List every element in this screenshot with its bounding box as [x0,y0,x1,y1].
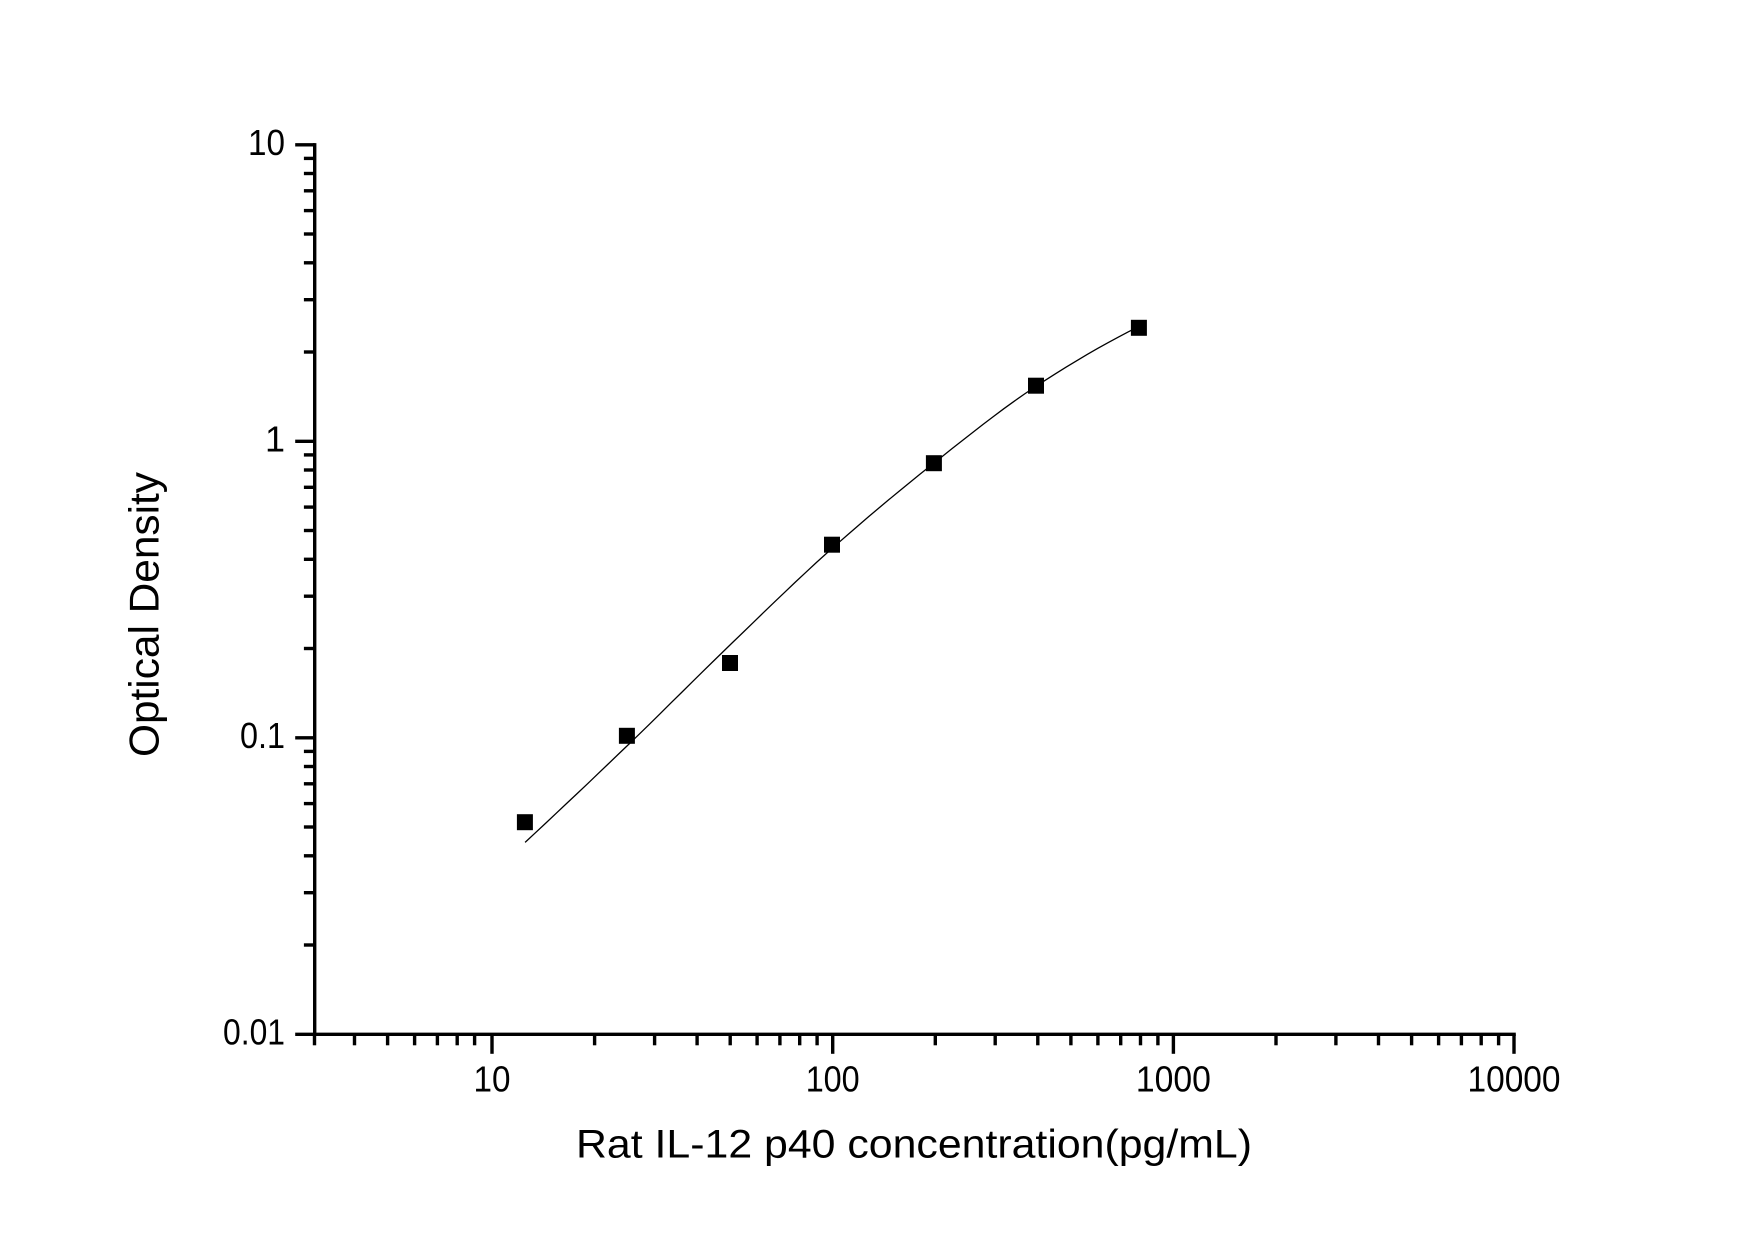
svg-text:100: 100 [806,1059,860,1100]
svg-text:Optical Density: Optical Density [120,472,167,757]
svg-text:0.01: 0.01 [223,1012,285,1053]
svg-text:1000: 1000 [1136,1059,1211,1100]
svg-text:Rat IL-12 p40 concentration(pg: Rat IL-12 p40 concentration(pg/mL) [576,1123,1252,1167]
svg-text:10: 10 [248,122,285,163]
svg-text:0.1: 0.1 [240,715,285,756]
svg-text:10000: 10000 [1468,1059,1561,1100]
svg-text:10: 10 [474,1059,511,1100]
svg-text:1: 1 [265,419,285,460]
